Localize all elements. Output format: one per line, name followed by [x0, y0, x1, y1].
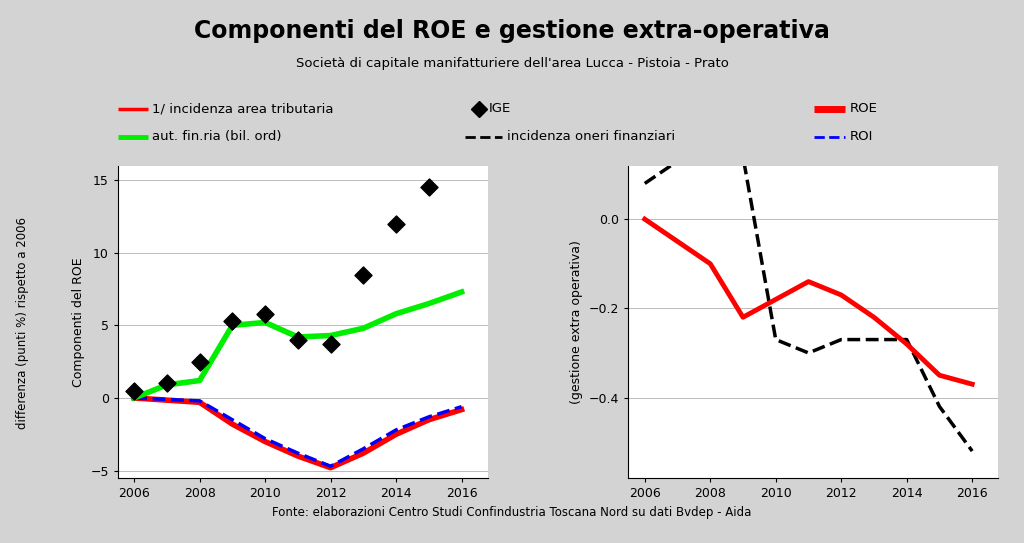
Point — [126, 387, 142, 395]
Text: ROE: ROE — [850, 102, 878, 115]
Point — [257, 310, 273, 318]
Point — [290, 336, 306, 344]
Point — [355, 270, 372, 279]
Point — [421, 183, 437, 192]
Text: IGE: IGE — [488, 102, 511, 115]
Point — [388, 219, 404, 228]
Text: Fonte: elaborazioni Centro Studi Confindustria Toscana Nord su dati Bvdep - Aida: Fonte: elaborazioni Centro Studi Confind… — [272, 506, 752, 519]
Text: Componenti del ROE e gestione extra-operativa: Componenti del ROE e gestione extra-oper… — [195, 19, 829, 43]
Point — [159, 379, 175, 388]
Point — [323, 340, 339, 349]
Text: differenza (punti %) rispetto a 2006: differenza (punti %) rispetto a 2006 — [16, 217, 29, 429]
Y-axis label: Componenti del ROE: Componenti del ROE — [72, 257, 85, 387]
Y-axis label: (gestione extra operativa): (gestione extra operativa) — [570, 240, 584, 403]
Point — [191, 357, 208, 366]
Text: aut. fin.ria (bil. ord): aut. fin.ria (bil. ord) — [152, 130, 281, 143]
Point — [224, 317, 241, 325]
Text: Società di capitale manifatturiere dell'area Lucca - Pistoia - Prato: Società di capitale manifatturiere dell'… — [296, 57, 728, 70]
Text: 1/ incidenza area tributaria: 1/ incidenza area tributaria — [152, 102, 333, 115]
Text: incidenza oneri finanziari: incidenza oneri finanziari — [507, 130, 675, 143]
Text: ROI: ROI — [850, 130, 873, 143]
